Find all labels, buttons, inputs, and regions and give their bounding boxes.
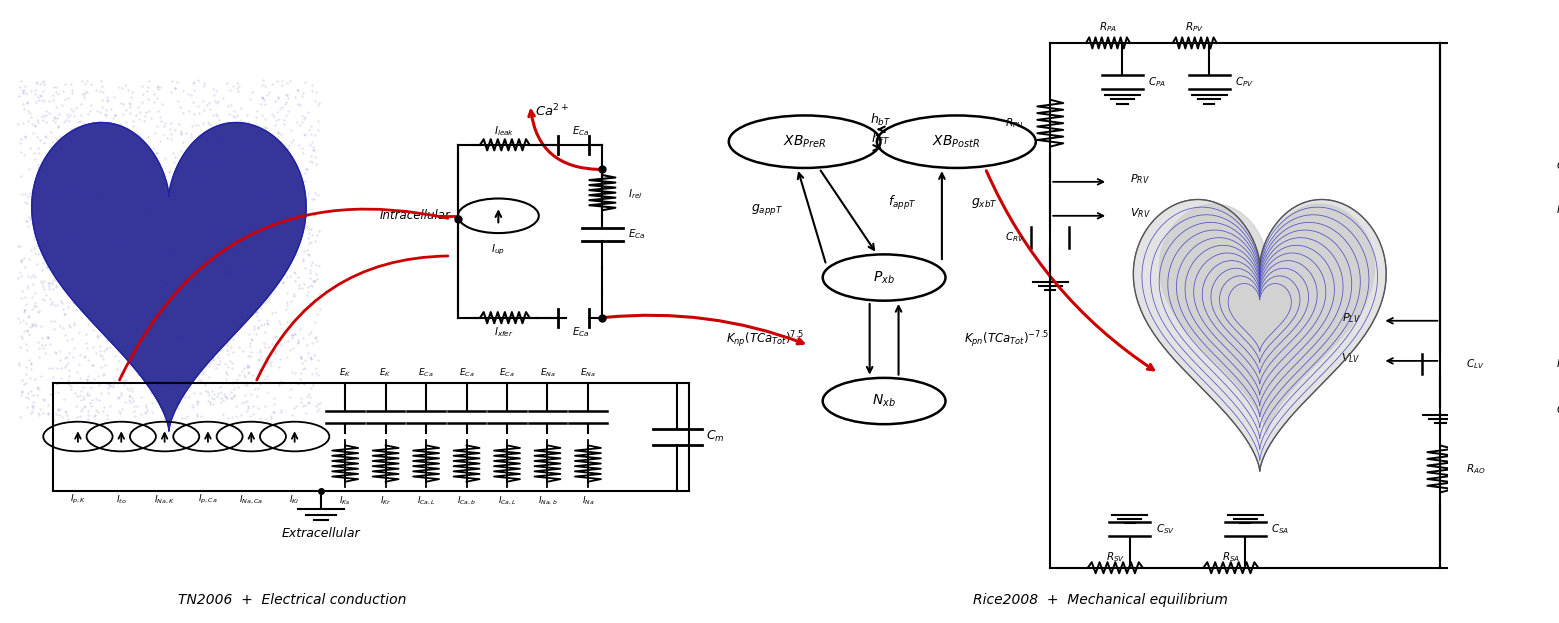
- Polygon shape: [1160, 204, 1375, 435]
- Text: $E_{Ca}$: $E_{Ca}$: [628, 227, 645, 241]
- Text: $K_{pn}(TCa_{Tot})^{-7.5}$: $K_{pn}(TCa_{Tot})^{-7.5}$: [963, 329, 1049, 350]
- Text: $R_{PU}$: $R_{PU}$: [1006, 117, 1024, 130]
- Text: $I_{Na}$: $I_{Na}$: [582, 494, 594, 506]
- Text: $R_{AO}$: $R_{AO}$: [1467, 462, 1486, 476]
- Text: $V_{RV}$: $V_{RV}$: [1130, 206, 1151, 220]
- Text: $R_{TR}$: $R_{TR}$: [1556, 357, 1559, 371]
- Text: $R_{SV}$: $R_{SV}$: [1105, 549, 1126, 564]
- Text: $C_m$: $C_m$: [706, 429, 725, 444]
- Text: $P_{LV}$: $P_{LV}$: [1342, 311, 1361, 325]
- Text: $C_{TR}$: $C_{TR}$: [1556, 403, 1559, 417]
- Text: $C_{RV}$: $C_{RV}$: [1004, 231, 1024, 244]
- Text: $R_{SA}$: $R_{SA}$: [1222, 549, 1239, 564]
- Text: $C_{PA}$: $C_{PA}$: [1149, 75, 1166, 88]
- Text: $R_{PA}$: $R_{PA}$: [1099, 21, 1118, 34]
- Text: $I_{leak}$: $I_{leak}$: [494, 125, 514, 138]
- Text: $C_{SA}$: $C_{SA}$: [1271, 522, 1289, 536]
- Text: $I_{Ki}$: $I_{Ki}$: [290, 493, 299, 506]
- Text: $C_{PV}$: $C_{PV}$: [1235, 75, 1253, 88]
- Text: $g_{xbT}$: $g_{xbT}$: [971, 196, 998, 211]
- Text: $I_{to}$: $I_{to}$: [115, 493, 126, 506]
- Text: $I_{Na, b}$: $I_{Na, b}$: [538, 494, 557, 506]
- Text: $XB_{PreR}$: $XB_{PreR}$: [783, 133, 826, 150]
- Text: $h_{bT}$: $h_{bT}$: [870, 112, 892, 128]
- Text: $I_{Kr}$: $I_{Kr}$: [380, 494, 391, 506]
- Polygon shape: [1133, 199, 1386, 471]
- Text: $C_{MI}$: $C_{MI}$: [1556, 159, 1559, 173]
- Text: $I_{rel}$: $I_{rel}$: [628, 188, 642, 201]
- Text: $C_{LV}$: $C_{LV}$: [1467, 357, 1486, 371]
- Text: $I_{Ca, L}$: $I_{Ca, L}$: [497, 494, 516, 506]
- Text: $E_{Na}$: $E_{Na}$: [580, 367, 596, 379]
- Text: $f_{appT}$: $f_{appT}$: [889, 194, 917, 212]
- Text: $R_{MI}$: $R_{MI}$: [1556, 202, 1559, 217]
- Text: $I_{p, K}$: $I_{p, K}$: [70, 493, 86, 506]
- Text: $R_{PV}$: $R_{PV}$: [1185, 21, 1204, 34]
- Text: $E_{Ca}$: $E_{Ca}$: [572, 125, 589, 138]
- Text: Rice2008  +  Mechanical equilibrium: Rice2008 + Mechanical equilibrium: [973, 592, 1228, 607]
- Text: $I_{Na, K}$: $I_{Na, K}$: [154, 493, 175, 506]
- Text: TN2006  +  Electrical conduction: TN2006 + Electrical conduction: [178, 592, 405, 607]
- Text: $I_{xfer}$: $I_{xfer}$: [494, 325, 514, 339]
- Text: $h_{fT}$: $h_{fT}$: [871, 131, 890, 146]
- Text: $E_K$: $E_K$: [338, 367, 351, 379]
- Text: $E_{Ca}$: $E_{Ca}$: [499, 367, 514, 379]
- Text: $I_{Ca, b}$: $I_{Ca, b}$: [457, 494, 475, 506]
- Text: $I_{Ca, L}$: $I_{Ca, L}$: [416, 494, 435, 506]
- Text: $E_{Ca}$: $E_{Ca}$: [418, 367, 433, 379]
- Text: $P_{xb}$: $P_{xb}$: [873, 269, 895, 286]
- Text: Extracellular: Extracellular: [281, 527, 360, 540]
- Text: $N_{xb}$: $N_{xb}$: [871, 393, 896, 409]
- Text: $V_{LV}$: $V_{LV}$: [1341, 351, 1361, 364]
- Text: $E_{Ca}$: $E_{Ca}$: [572, 325, 589, 339]
- Text: $Ca^{2+}$: $Ca^{2+}$: [535, 103, 569, 119]
- Text: $I_{Na, Ca}$: $I_{Na, Ca}$: [239, 493, 263, 506]
- Text: Intracellular: Intracellular: [380, 209, 451, 222]
- Text: $g_{appT}$: $g_{appT}$: [750, 202, 783, 217]
- Text: $C_{SV}$: $C_{SV}$: [1155, 522, 1175, 536]
- Text: $E_{Na}$: $E_{Na}$: [539, 367, 555, 379]
- Text: $P_{RV}$: $P_{RV}$: [1130, 172, 1149, 186]
- Text: $K_{np}(TCa_{Tot})^{7.5}$: $K_{np}(TCa_{Tot})^{7.5}$: [726, 329, 804, 350]
- Text: $I_{p, Ca}$: $I_{p, Ca}$: [198, 493, 218, 506]
- Text: $E_{Ca}$: $E_{Ca}$: [458, 367, 474, 379]
- Text: $XB_{PostR}$: $XB_{PostR}$: [932, 133, 981, 150]
- Text: $I_{up}$: $I_{up}$: [491, 242, 505, 257]
- Text: $E_K$: $E_K$: [379, 367, 391, 379]
- Text: $I_{Ks}$: $I_{Ks}$: [340, 494, 351, 506]
- Polygon shape: [31, 123, 306, 431]
